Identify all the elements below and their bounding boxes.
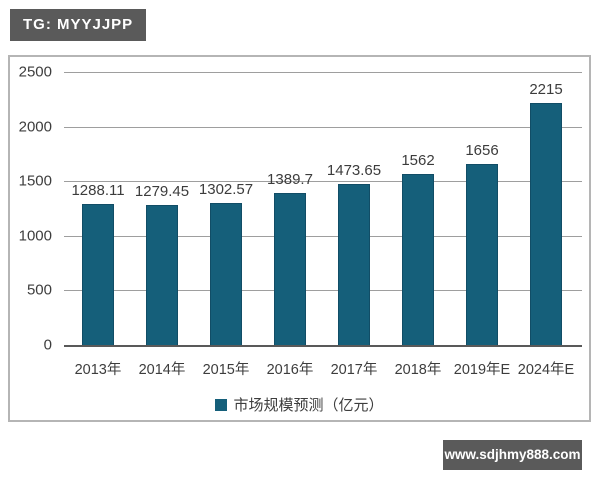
bar-value-label: 2215 bbox=[529, 81, 563, 98]
bar-value-label: 1473.65 bbox=[326, 162, 382, 179]
bar-chart: 0 500 1000 1500 2000 2500 1288.11 1279.45 1302.… bbox=[8, 55, 591, 422]
bar-value-label: 1279.45 bbox=[134, 183, 190, 200]
bar-slot: 1656 bbox=[450, 72, 514, 345]
x-tick-label: 2014年 bbox=[138, 362, 186, 378]
chart-legend: 市场规模预测（亿元） bbox=[10, 394, 589, 415]
y-tick-label: 2500 bbox=[18, 63, 52, 81]
gridline bbox=[64, 235, 582, 237]
bar bbox=[402, 174, 434, 345]
legend-label: 市场规模预测（亿元） bbox=[233, 397, 384, 414]
bar-slot: 1302.57 bbox=[194, 72, 258, 345]
legend-marker-icon bbox=[215, 398, 228, 411]
gridline bbox=[64, 72, 582, 73]
bar-slot: 1288.11 bbox=[66, 72, 130, 345]
website-watermark-badge: www.sdjhmy888.com bbox=[443, 440, 582, 470]
bar-value-label: 1288.11 bbox=[71, 182, 125, 199]
y-tick-label: 0 bbox=[43, 336, 52, 354]
bar bbox=[338, 184, 370, 345]
x-tick-label: 2015年 bbox=[202, 362, 250, 378]
bar bbox=[210, 203, 242, 345]
bar-slot: 1473.65 bbox=[322, 72, 386, 345]
bar bbox=[146, 205, 178, 345]
y-axis-labels: 0 500 1000 1500 2000 2500 bbox=[10, 64, 58, 354]
bar-series: 1288.11 1279.45 1302.57 1389.7 1473.65 1562 16… bbox=[66, 72, 578, 345]
gridline bbox=[64, 181, 582, 183]
bar-value-label: 1389.7 bbox=[267, 171, 313, 188]
tg-watermark-badge: TG: MYYJJPP bbox=[10, 9, 147, 41]
gridline bbox=[64, 126, 582, 128]
y-tick-label: 1000 bbox=[18, 227, 52, 245]
bar-slot: 1389.7 bbox=[258, 72, 322, 345]
x-axis-line bbox=[64, 345, 582, 347]
x-tick-label: 2018年 bbox=[394, 362, 442, 378]
bar-slot: 1279.45 bbox=[130, 72, 194, 345]
gridline bbox=[64, 290, 582, 292]
y-tick-label: 1500 bbox=[18, 172, 52, 190]
bar bbox=[466, 164, 498, 345]
bar-value-label: 1656 bbox=[465, 142, 499, 159]
bar-value-label: 1562 bbox=[401, 152, 435, 169]
x-tick-label: 2016年 bbox=[266, 362, 314, 378]
bar bbox=[82, 204, 114, 345]
x-axis-labels: 2013年 2014年 2015年 2016年 2017年 2018年 2019年E 2024… bbox=[66, 358, 578, 379]
y-tick-label: 2000 bbox=[18, 118, 52, 136]
bar-value-label: 1302.57 bbox=[198, 181, 254, 198]
x-tick-label: 2024年E bbox=[517, 362, 575, 378]
x-tick-label: 2019年E bbox=[453, 362, 511, 378]
x-tick-label: 2013年 bbox=[74, 362, 122, 378]
bar bbox=[274, 193, 306, 345]
plot-area: 1288.11 1279.45 1302.57 1389.7 1473.65 1562 16… bbox=[64, 72, 582, 347]
bar-slot: 1562 bbox=[386, 72, 450, 345]
x-tick-label: 2017年 bbox=[330, 362, 378, 378]
y-tick-label: 500 bbox=[26, 281, 52, 299]
bar-slot: 2215 bbox=[514, 72, 578, 345]
bar bbox=[530, 103, 562, 345]
